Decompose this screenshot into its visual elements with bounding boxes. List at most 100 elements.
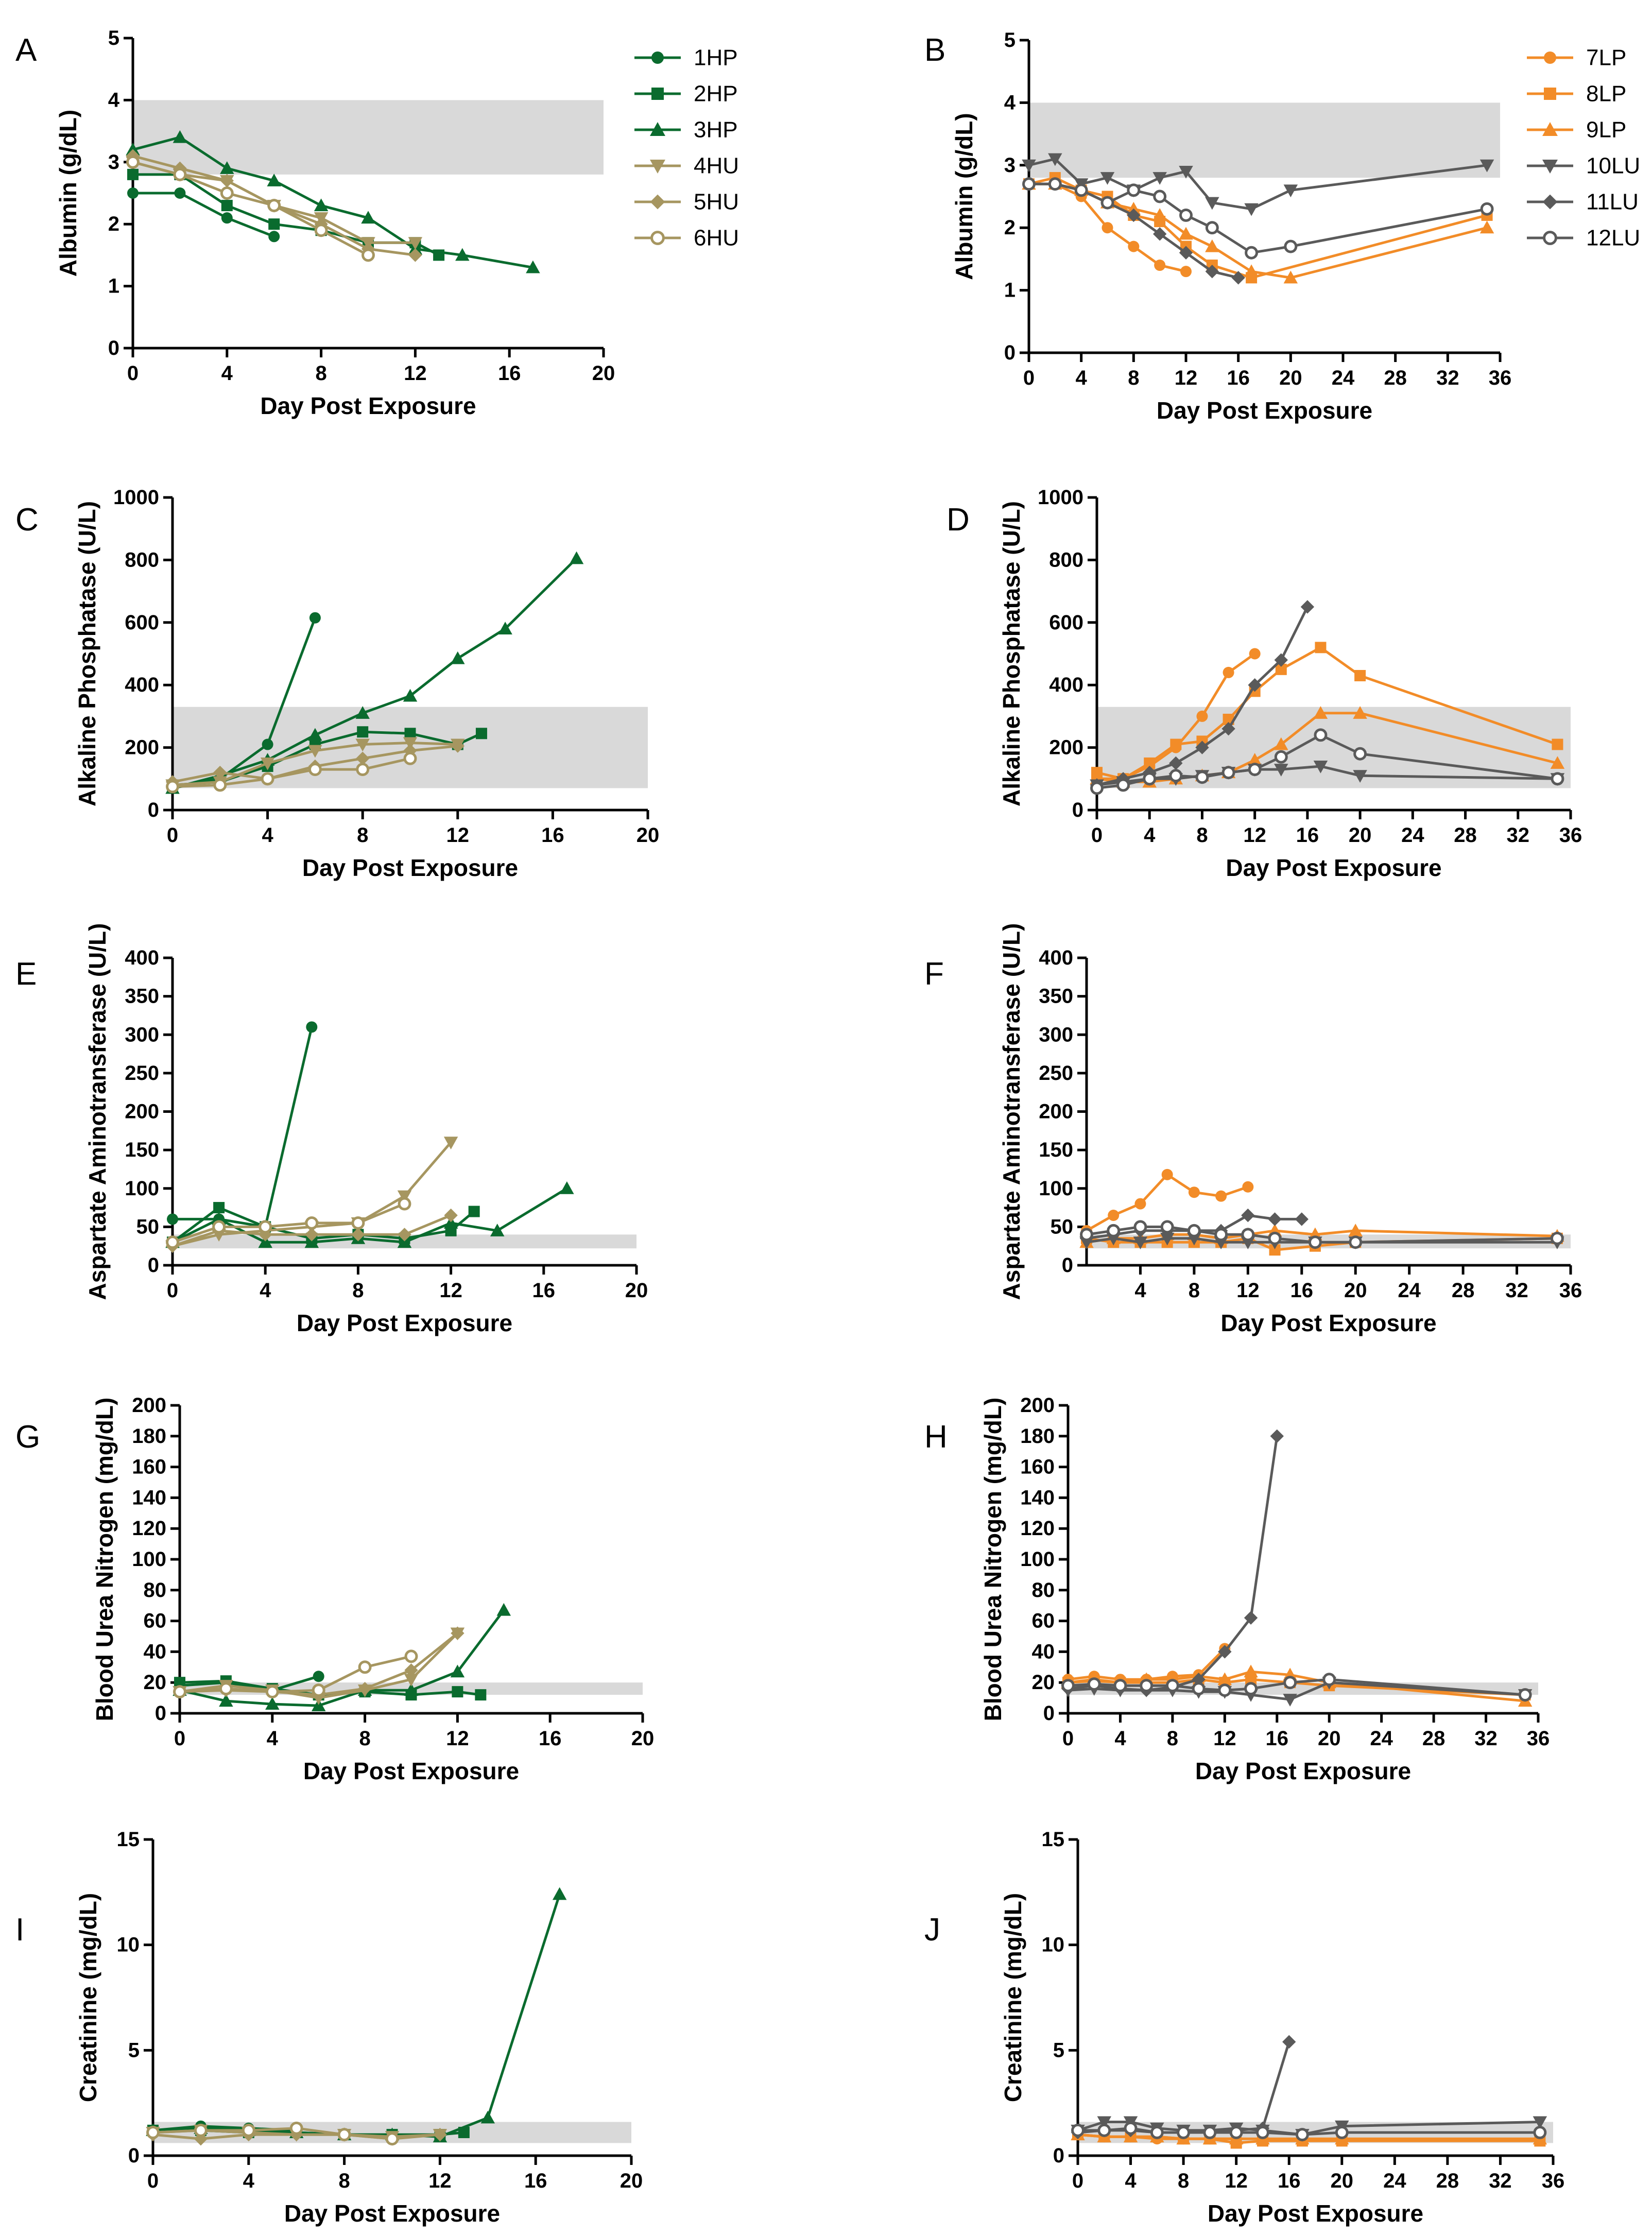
data-point	[1193, 1683, 1204, 1694]
data-point	[316, 225, 326, 236]
x-tick-label: 4	[262, 824, 273, 847]
legend-label: 2HP	[694, 81, 738, 107]
legend-label: 7LP	[1586, 45, 1626, 71]
data-point	[1216, 1229, 1227, 1240]
x-tick-label: 32	[1489, 2170, 1512, 2192]
data-point	[1167, 1680, 1178, 1691]
x-tick-label: 8	[359, 1727, 370, 1750]
panel-letter: A	[15, 32, 37, 68]
data-point	[195, 2125, 206, 2136]
y-tick-label: 120	[1020, 1517, 1055, 1540]
data-point	[475, 1689, 486, 1700]
data-point	[1355, 748, 1366, 759]
legend-label: 4HU	[694, 153, 739, 179]
data-point	[269, 200, 280, 211]
data-point	[1552, 773, 1563, 784]
panel-letter: G	[15, 1419, 40, 1455]
y-tick-label: 100	[1039, 1177, 1073, 1200]
x-tick-label: 12	[1213, 1727, 1236, 1750]
y-tick-label: 3	[1004, 154, 1016, 177]
y-axis-title: Albumin (g/dL)	[951, 113, 977, 280]
x-tick-label: 20	[631, 1727, 655, 1750]
y-tick-label: 400	[125, 947, 159, 969]
data-point	[1482, 203, 1492, 214]
legend-label: 8LP	[1586, 81, 1626, 107]
x-axis-title: Day Post Exposure	[1195, 1758, 1411, 1784]
y-axis-title: Aspartate Aminotransferase (U/L)	[84, 923, 111, 1300]
normal-range-band	[133, 100, 604, 174]
data-point	[313, 1671, 324, 1682]
x-tick-label: 16	[524, 2170, 547, 2192]
data-point	[174, 187, 185, 199]
data-point	[387, 2134, 398, 2144]
panel-letter: D	[947, 502, 970, 538]
y-tick-label: 1000	[1038, 486, 1083, 509]
data-point	[214, 1222, 225, 1232]
y-tick-label: 5	[1053, 2039, 1064, 2061]
x-tick-label: 16	[541, 824, 564, 847]
x-tick-label: 24	[1401, 824, 1424, 847]
y-tick-label: 100	[125, 1177, 159, 1200]
panel-letter: E	[15, 956, 37, 992]
data-point	[175, 169, 185, 180]
y-tick-label: 10	[117, 1934, 140, 1956]
data-point	[1336, 2127, 1347, 2138]
data-point	[1197, 772, 1208, 783]
y-tick-label: 60	[1032, 1610, 1055, 1632]
x-tick-label: 16	[1266, 1727, 1289, 1750]
data-point	[127, 187, 139, 199]
y-axis-title: Albumin (g/dL)	[55, 110, 81, 277]
y-tick-label: 300	[125, 1023, 159, 1046]
data-point	[215, 780, 226, 790]
y-tick-label: 250	[125, 1062, 159, 1085]
x-tick-label: 28	[1454, 824, 1477, 847]
y-tick-label: 60	[144, 1610, 167, 1632]
data-point	[313, 1685, 324, 1696]
y-tick-label: 0	[148, 799, 159, 821]
data-point	[220, 1683, 231, 1694]
data-point	[1246, 1683, 1257, 1694]
x-tick-label: 8	[1189, 1279, 1200, 1302]
x-axis-title: Day Post Exposure	[1220, 1310, 1436, 1336]
x-tick-label: 20	[620, 2170, 643, 2192]
normal-range-band	[1029, 102, 1500, 178]
y-tick-label: 4	[108, 89, 120, 111]
data-point	[167, 1213, 178, 1225]
data-point	[221, 188, 232, 199]
y-tick-label: 5	[1004, 29, 1016, 51]
x-tick-label: 12	[439, 1279, 462, 1302]
data-point	[1162, 1169, 1173, 1180]
y-tick-label: 1000	[113, 486, 159, 509]
data-point	[1552, 739, 1563, 750]
x-tick-label: 0	[1023, 367, 1035, 389]
y-tick-label: 0	[128, 2144, 140, 2167]
data-point	[1171, 770, 1181, 781]
x-tick-label: 0	[127, 362, 139, 385]
y-tick-label: 400	[1039, 947, 1073, 969]
data-point	[357, 726, 368, 737]
y-tick-label: 0	[1043, 1702, 1055, 1725]
legend-label: 5HU	[694, 190, 739, 215]
data-point	[127, 169, 139, 180]
panel-letter: C	[15, 502, 39, 538]
data-point	[1324, 1674, 1335, 1685]
x-tick-label: 20	[1349, 824, 1372, 847]
y-tick-label: 5	[128, 2039, 140, 2061]
y-tick-label: 100	[1020, 1548, 1055, 1571]
data-point	[1257, 2127, 1268, 2138]
x-tick-label: 24	[1370, 1727, 1393, 1750]
y-tick-label: 200	[1020, 1394, 1055, 1417]
x-tick-label: 4	[1144, 824, 1156, 847]
x-tick-label: 32	[1507, 824, 1530, 847]
y-tick-label: 180	[1020, 1425, 1055, 1448]
data-point	[1155, 191, 1165, 202]
x-tick-label: 16	[1296, 824, 1319, 847]
panel-letter: F	[924, 956, 944, 992]
y-tick-label: 200	[1039, 1100, 1073, 1123]
x-tick-label: 16	[1227, 367, 1250, 389]
data-point	[268, 231, 280, 242]
y-tick-label: 0	[155, 1702, 166, 1725]
x-axis-title: Day Post Exposure	[260, 392, 476, 419]
y-tick-label: 150	[125, 1139, 159, 1161]
data-point	[1128, 185, 1139, 196]
